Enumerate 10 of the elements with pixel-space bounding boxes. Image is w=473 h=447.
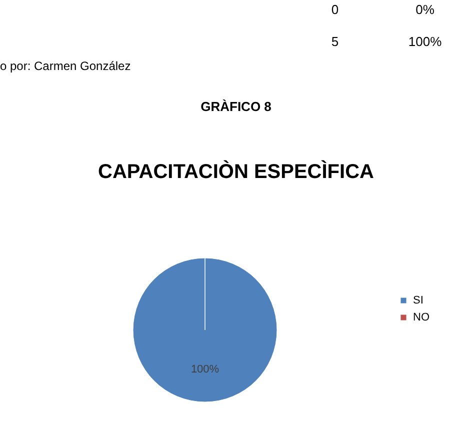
- legend-label: NO: [413, 312, 430, 324]
- text: o por: Carmen González: [0, 59, 131, 73]
- text: 0: [331, 2, 339, 17]
- text: GRÀFICO 8: [200, 99, 272, 114]
- text: 100%: [408, 34, 442, 49]
- data-label: 100%: [190, 364, 220, 376]
- text: 5: [331, 34, 339, 49]
- text: 0%: [416, 2, 435, 17]
- chart-title: CAPACITACIÒN ESPECÌFICA: [98, 160, 374, 183]
- legend-label: SI: [413, 294, 424, 306]
